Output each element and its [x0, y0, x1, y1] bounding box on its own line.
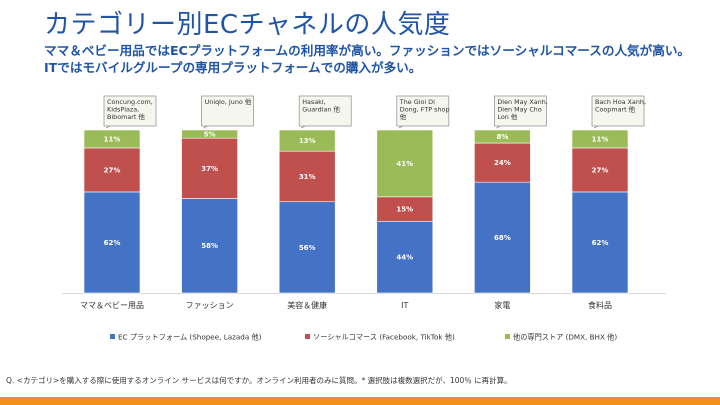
bar-segment-0-1: [83, 147, 141, 193]
data-label-0-1: 27%: [104, 166, 121, 174]
category-label-3: IT: [401, 301, 408, 310]
callout-text-3: The Gioi Di Dong, FTP shop 他: [399, 98, 450, 121]
data-label-5-1: 27%: [592, 166, 609, 174]
data-label-4-2: 8%: [496, 133, 508, 141]
data-label-4-0: 68%: [494, 234, 511, 242]
data-label-1-0: 58%: [201, 242, 218, 250]
legend-label-0: EC プラットフォーム (Shopee, Lazada 他): [118, 333, 262, 342]
legend-swatch-2: [505, 334, 510, 339]
bar-segment-3-0: [376, 220, 434, 294]
callout-text-2: Hasaki, Guardian 他: [302, 98, 340, 113]
legend-swatch-1: [305, 334, 310, 339]
callout-text-5: Bach Hoa Xanh, Coopmart 他: [595, 98, 646, 113]
data-label-0-0: 62%: [104, 239, 121, 247]
bar-segment-4-0: [474, 181, 531, 294]
category-label-1: ファッション: [186, 301, 234, 310]
data-label-0-2: 11%: [104, 135, 121, 143]
callout-line: Dien May Cho: [497, 105, 541, 113]
data-label-2-0: 56%: [299, 244, 316, 252]
callout-text-4: Dien May Xanh, Dien May Cho Lon 他: [497, 98, 547, 121]
bar-segment-4-1: [474, 142, 531, 183]
data-label-5-0: 62%: [592, 239, 609, 247]
callout-line: Bach Hoa Xanh,: [595, 98, 646, 106]
callout-box-4: [494, 95, 547, 127]
data-label-3-2: 41%: [396, 160, 413, 168]
bottom-accent-bar: [0, 397, 720, 405]
callout-text-0: Concung.com, KidsPlaza, Bibomart 他: [107, 98, 153, 121]
bar-segment-1-0: [181, 198, 238, 294]
data-label-4-1: 24%: [494, 159, 511, 167]
category-label-2: 美容＆健康: [287, 300, 327, 310]
callout-text-1: Uniqlo, Juno 他: [205, 97, 252, 106]
callout-box-0: [103, 95, 157, 127]
callout-line: Bibomart 他: [107, 112, 145, 121]
bar-segment-5-1: [571, 147, 629, 193]
legend-label-2: 他の専門ストア (DMX, BHX 他): [513, 333, 617, 342]
callout-line: Guardian 他: [302, 104, 340, 113]
callout-line: Coopmart 他: [595, 104, 636, 113]
callout-box-5: [591, 95, 645, 127]
callout-line: Dien May Xanh,: [497, 98, 547, 106]
data-label-1-1: 37%: [201, 165, 218, 173]
callout-box-2: [298, 95, 352, 127]
data-label-5-2: 11%: [592, 135, 609, 143]
callout-line: Dong, FTP shop: [400, 105, 450, 113]
bar-segment-4-2: [474, 129, 531, 144]
callout-box-1: [201, 95, 254, 127]
data-label-2-1: 31%: [299, 173, 316, 181]
legend-label-1: ソーシャルコマース (Facebook, TikTok 他): [313, 333, 455, 342]
legend-swatch-0: [110, 334, 115, 339]
bar-segment-2-1: [278, 150, 336, 203]
data-label-2-2: 13%: [299, 137, 316, 145]
data-label-1-2: 5%: [204, 131, 216, 139]
bar-segment-3-1: [376, 196, 434, 222]
category-label-4: 家電: [494, 300, 510, 310]
category-label-0: ママ＆ベビー用品: [80, 301, 144, 310]
callout-line: Lon 他: [497, 112, 517, 121]
bar-segment-2-2: [278, 129, 336, 152]
bar-segment-3-2: [376, 129, 434, 198]
data-label-3-1: 15%: [396, 206, 413, 214]
slide-title: カテゴリー別ECチャネルの人気度: [44, 10, 451, 40]
slide-subtitle: ママ＆ベビー用品ではECプラットフォームの利用率が高い。ファッションではソーシャ…: [44, 43, 691, 75]
callout-line: Concung.com,: [107, 98, 153, 106]
callout-line: Hasaki,: [302, 98, 325, 106]
bar-segment-1-2: [181, 129, 238, 139]
category-label-5: 食料品: [588, 300, 612, 310]
callout-line: KidsPlaza,: [107, 105, 139, 113]
bar-segment-0-2: [83, 129, 141, 149]
bar-segment-5-0: [571, 191, 629, 294]
data-label-3-0: 44%: [396, 254, 413, 262]
survey-footnote: Q. <カテゴリ>を購入する際に使用するオンライン サービスは何ですか。オンライ…: [6, 376, 512, 385]
callout-line: The Gioi Di: [399, 98, 435, 106]
callout-line: 他: [400, 112, 407, 121]
bar-segment-5-2: [571, 129, 629, 149]
callout-line: Uniqlo, Juno 他: [205, 97, 252, 106]
callout-box-3: [396, 95, 450, 127]
